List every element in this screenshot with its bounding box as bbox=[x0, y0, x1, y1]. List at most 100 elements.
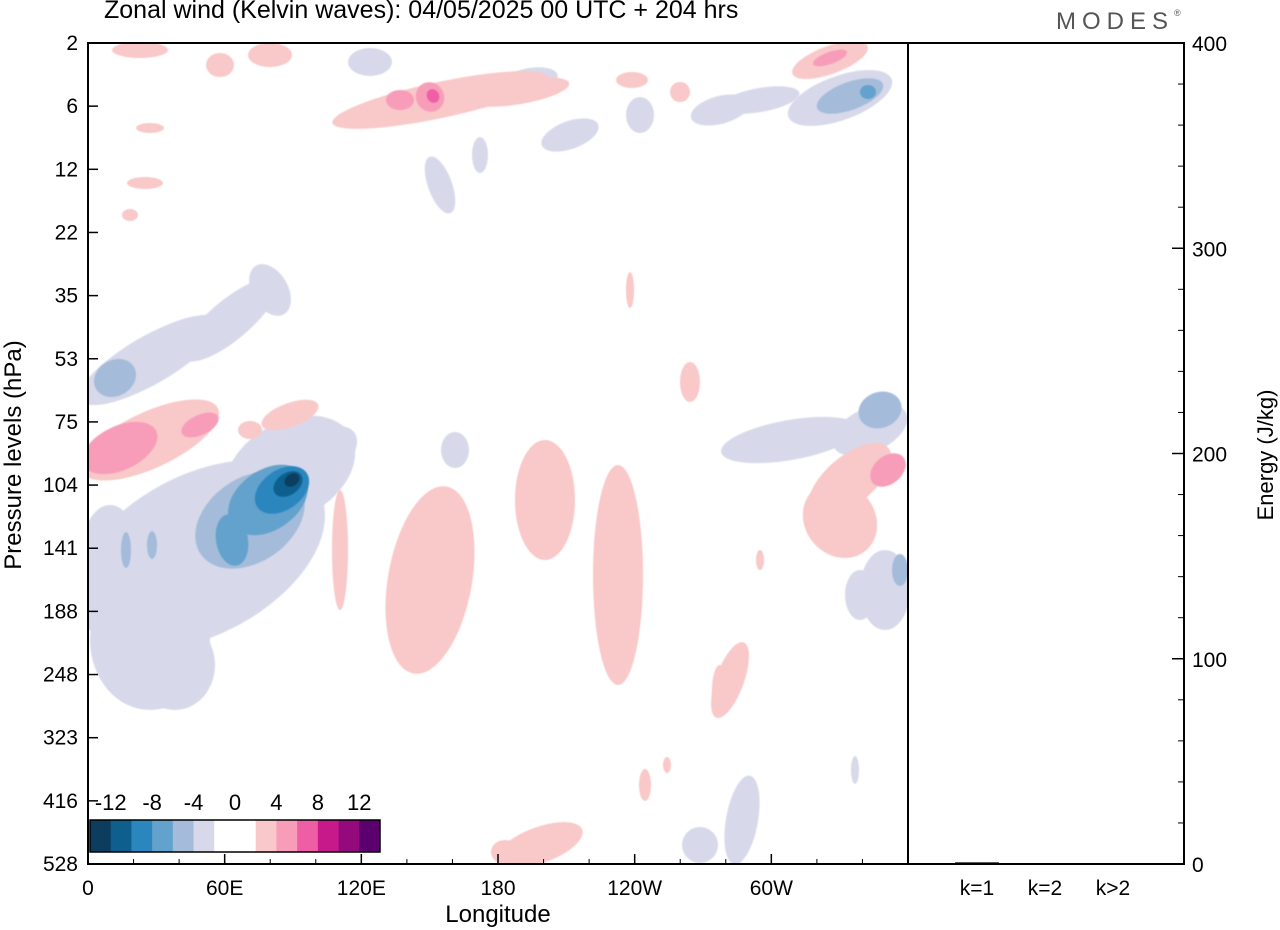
contour-region bbox=[182, 278, 278, 362]
contour-region bbox=[720, 416, 860, 464]
logo-mark: ® bbox=[1174, 8, 1181, 18]
contour-region bbox=[593, 465, 643, 685]
contour-region bbox=[248, 43, 292, 67]
colorbar-swatch bbox=[214, 820, 236, 852]
colorbar-label: -8 bbox=[142, 790, 162, 815]
contour-region bbox=[426, 89, 440, 103]
colorbar-swatch bbox=[276, 820, 298, 852]
contour-region bbox=[215, 514, 249, 566]
contour-region bbox=[121, 532, 131, 568]
contour-region bbox=[112, 43, 168, 58]
contour-region bbox=[712, 665, 728, 715]
chart-title: Zonal wind (Kelvin waves): 04/05/2025 00… bbox=[104, 0, 739, 24]
y-axis: 2 6 12 22 35 53 75 104 141 188 248 323 416 528 bbox=[43, 32, 98, 876]
contour-region bbox=[238, 421, 262, 439]
contour-region bbox=[181, 412, 219, 438]
colorbar-swatch bbox=[317, 820, 340, 852]
y-tick-label: 6 bbox=[66, 95, 78, 118]
contour-region bbox=[348, 48, 392, 76]
contour-region bbox=[812, 49, 848, 67]
y-tick-label: 2 bbox=[66, 32, 78, 55]
colorbar-frame bbox=[89, 819, 381, 853]
energy-category-label: k>2 bbox=[1096, 877, 1130, 900]
y-tick-label: 248 bbox=[43, 664, 78, 687]
y-tick-label: 323 bbox=[43, 727, 78, 750]
contour-region bbox=[670, 82, 690, 102]
energy-category-label: k=1 bbox=[960, 877, 994, 900]
energy-tick-label: 400 bbox=[1192, 33, 1227, 56]
colorbar-swatch bbox=[172, 820, 195, 852]
contour-region bbox=[711, 642, 749, 718]
contour-region bbox=[135, 620, 215, 710]
energy-axis-label: Energy (J/kg) bbox=[1253, 390, 1278, 521]
contour-region bbox=[497, 822, 583, 864]
contour-region bbox=[261, 399, 319, 431]
contour-region bbox=[93, 358, 137, 398]
contour-region bbox=[515, 440, 575, 560]
contour-region bbox=[756, 550, 764, 570]
contour-region bbox=[860, 85, 876, 99]
colorbar-swatch bbox=[338, 820, 360, 852]
contour-region bbox=[302, 426, 358, 474]
colorbar-swatch bbox=[90, 820, 112, 852]
x-tick-label: 180 bbox=[480, 877, 515, 900]
colorbar-swatch bbox=[359, 820, 381, 852]
contour-region bbox=[680, 362, 700, 402]
energy-tick-label: 300 bbox=[1192, 238, 1227, 261]
contour-region bbox=[424, 156, 456, 214]
energy-tick-label: 0 bbox=[1192, 854, 1204, 877]
contour-region bbox=[441, 432, 469, 468]
x-axis: 0 60E 120E 180 120W 60W bbox=[82, 854, 909, 900]
colorbar-swatch bbox=[110, 820, 132, 852]
y-tick-label: 416 bbox=[43, 790, 78, 813]
colorbar-swatch bbox=[131, 820, 153, 852]
colorbar: -12 -8 -4 0 4 8 12 bbox=[89, 790, 381, 853]
contour-region bbox=[724, 775, 760, 864]
energy-bar bbox=[1023, 863, 1067, 865]
contour-region bbox=[541, 118, 599, 152]
contour-region bbox=[472, 137, 488, 173]
colorbar-label: 8 bbox=[312, 790, 324, 815]
contour-region bbox=[249, 264, 291, 316]
colorbar-swatch bbox=[152, 820, 174, 852]
energy-bars: k=1 k=2 k>2 bbox=[955, 862, 1135, 900]
colorbar-label: 0 bbox=[229, 790, 241, 815]
colorbar-label: 4 bbox=[270, 790, 282, 815]
colorbar-swatch bbox=[193, 820, 215, 852]
colorbar-label: -12 bbox=[95, 790, 127, 815]
contour-region bbox=[626, 272, 634, 308]
colorbar-label: 12 bbox=[347, 790, 371, 815]
contour-field bbox=[88, 43, 908, 864]
contour-region bbox=[206, 53, 234, 77]
y-tick-label: 22 bbox=[55, 221, 78, 244]
y-tick-label: 35 bbox=[55, 285, 78, 308]
energy-tick-label: 100 bbox=[1192, 649, 1227, 672]
contour-region bbox=[127, 177, 163, 189]
energy-tick-label: 200 bbox=[1192, 444, 1227, 467]
contour-region bbox=[470, 77, 570, 107]
energy-category-label: k=2 bbox=[1028, 877, 1062, 900]
contour-region bbox=[682, 827, 718, 863]
contour-region bbox=[802, 481, 878, 559]
colorbar-swatch bbox=[235, 820, 257, 852]
contour-region bbox=[386, 90, 414, 110]
contour-region bbox=[851, 756, 859, 784]
contour-region bbox=[663, 757, 671, 773]
colorbar-swatch bbox=[255, 820, 277, 852]
y-tick-label: 75 bbox=[55, 411, 78, 434]
x-tick-label: 120E bbox=[337, 877, 386, 900]
contour-region bbox=[122, 209, 138, 221]
contour-region bbox=[626, 97, 654, 133]
energy-plot-frame bbox=[907, 42, 1185, 865]
contour-region bbox=[385, 486, 475, 674]
contour-region bbox=[284, 473, 300, 487]
y-axis-label: Pressure levels (hPa) bbox=[0, 340, 27, 569]
modes-logo: MODES® bbox=[1056, 8, 1181, 36]
energy-bar bbox=[1091, 863, 1135, 865]
y-tick-label: 528 bbox=[43, 853, 78, 876]
contour-region bbox=[332, 490, 348, 610]
energy-axis: 0 100 200 300 400 bbox=[1172, 33, 1227, 877]
contour-region bbox=[845, 570, 875, 620]
y-tick-label: 104 bbox=[43, 474, 78, 497]
